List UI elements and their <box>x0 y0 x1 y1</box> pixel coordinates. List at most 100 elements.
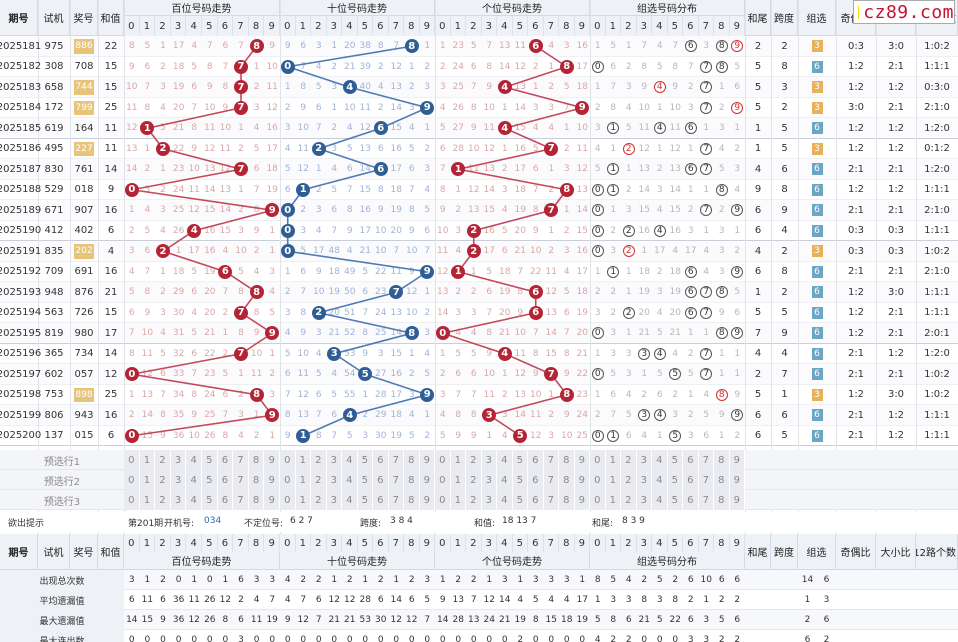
preselect-digit[interactable]: 3 <box>326 470 342 490</box>
preselect-digit[interactable]: 5 <box>202 470 218 490</box>
preselect-digit[interactable]: 7 <box>543 470 559 490</box>
preselect-digit[interactable]: 9 <box>264 490 280 510</box>
preselect-digit[interactable]: 3 <box>326 450 342 470</box>
preselect-digit[interactable]: 6 <box>528 470 544 490</box>
preselect-digit[interactable]: 9 <box>729 450 745 470</box>
preselect-digit[interactable]: 3 <box>170 450 187 470</box>
preselect-digit[interactable]: 5 <box>357 470 373 490</box>
preselect-digit[interactable]: 1 <box>450 470 466 490</box>
preselect-digit[interactable]: 0 <box>280 470 296 490</box>
preselect-digit[interactable]: 1 <box>450 490 466 510</box>
preselect-digit[interactable]: 9 <box>574 490 590 510</box>
preselect-digit[interactable]: 5 <box>512 470 528 490</box>
preselect-digit[interactable]: 8 <box>559 450 575 470</box>
preselect-digit[interactable]: 4 <box>652 470 668 490</box>
preselect-digit[interactable]: 0 <box>435 470 451 490</box>
preselect-digit[interactable]: 8 <box>248 450 265 470</box>
preselect-digit[interactable]: 7 <box>233 450 249 470</box>
preselect-digit[interactable]: 2 <box>621 450 637 470</box>
preselect-digit[interactable]: 1 <box>139 490 156 510</box>
preselect-digit[interactable]: 5 <box>202 450 218 470</box>
preselect-digit[interactable]: 2 <box>311 490 327 510</box>
preselect-digit[interactable]: 4 <box>497 490 513 510</box>
preselect-digit[interactable]: 4 <box>186 490 202 510</box>
preselect-digit[interactable]: 5 <box>667 450 683 470</box>
preselect-digit[interactable]: 1 <box>450 450 466 470</box>
preselect-digit[interactable]: 6 <box>217 450 234 470</box>
preselect-digit[interactable]: 8 <box>714 490 730 510</box>
preselect-digit[interactable]: 6 <box>528 450 544 470</box>
preselect-digit[interactable]: 0 <box>435 490 451 510</box>
preselect-digit[interactable]: 5 <box>512 450 528 470</box>
preselect-digit[interactable]: 3 <box>481 450 497 470</box>
preselect-digit[interactable]: 0 <box>124 450 140 470</box>
preselect-digit[interactable]: 8 <box>559 470 575 490</box>
preselect-digit[interactable]: 1 <box>139 450 156 470</box>
site-logo[interactable]: cz89.com <box>853 0 955 24</box>
preselect-digit[interactable]: 7 <box>233 490 249 510</box>
preselect-digit[interactable]: 0 <box>435 450 451 470</box>
preselect-digit[interactable]: 2 <box>466 450 482 470</box>
preselect-digit[interactable]: 0 <box>124 490 140 510</box>
preselect-digit[interactable]: 6 <box>683 470 699 490</box>
preselect-digit[interactable]: 6 <box>373 490 389 510</box>
preselect-digit[interactable]: 9 <box>574 470 590 490</box>
preselect-digit[interactable]: 8 <box>404 470 420 490</box>
preselect-digit[interactable]: 2 <box>155 470 171 490</box>
preselect-digit[interactable]: 2 <box>466 490 482 510</box>
preselect-digit[interactable]: 0 <box>124 470 140 490</box>
preselect-digit[interactable]: 9 <box>574 450 590 470</box>
preselect-digit[interactable]: 6 <box>217 470 234 490</box>
preselect-digit[interactable]: 2 <box>311 450 327 470</box>
preselect-digit[interactable]: 4 <box>342 490 358 510</box>
preselect-digit[interactable]: 4 <box>342 470 358 490</box>
preselect-digit[interactable]: 1 <box>605 450 621 470</box>
preselect-digit[interactable]: 8 <box>714 450 730 470</box>
preselect-digit[interactable]: 5 <box>667 470 683 490</box>
preselect-digit[interactable]: 7 <box>233 470 249 490</box>
preselect-digit[interactable]: 6 <box>683 450 699 470</box>
preselect-digit[interactable]: 5 <box>357 450 373 470</box>
preselect-digit[interactable]: 3 <box>636 490 652 510</box>
preselect-digit[interactable]: 8 <box>559 490 575 510</box>
preselect-digit[interactable]: 9 <box>419 470 435 490</box>
preselect-digit[interactable]: 9 <box>419 450 435 470</box>
preselect-digit[interactable]: 7 <box>388 470 404 490</box>
preselect-digit[interactable]: 0 <box>590 450 606 470</box>
preselect-digit[interactable]: 7 <box>698 470 714 490</box>
preselect-digit[interactable]: 6 <box>683 490 699 510</box>
preselect-digit[interactable]: 5 <box>357 490 373 510</box>
preselect-digit[interactable]: 6 <box>373 470 389 490</box>
preselect-digit[interactable]: 8 <box>248 470 265 490</box>
preselect-digit[interactable]: 2 <box>621 490 637 510</box>
preselect-digit[interactable]: 9 <box>729 490 745 510</box>
preselect-digit[interactable]: 8 <box>404 490 420 510</box>
preselect-digit[interactable]: 5 <box>512 490 528 510</box>
preselect-digit[interactable]: 2 <box>155 450 171 470</box>
preselect-digit[interactable]: 9 <box>264 450 280 470</box>
preselect-digit[interactable]: 0 <box>590 490 606 510</box>
preselect-digit[interactable]: 9 <box>729 470 745 490</box>
preselect-digit[interactable]: 9 <box>419 490 435 510</box>
preselect-digit[interactable]: 3 <box>170 470 187 490</box>
preselect-digit[interactable]: 1 <box>295 470 311 490</box>
preselect-digit[interactable]: 4 <box>497 470 513 490</box>
preselect-digit[interactable]: 2 <box>621 470 637 490</box>
preselect-digit[interactable]: 5 <box>667 490 683 510</box>
preselect-digit[interactable]: 6 <box>217 490 234 510</box>
preselect-digit[interactable]: 7 <box>543 450 559 470</box>
preselect-digit[interactable]: 4 <box>186 470 202 490</box>
preselect-digit[interactable]: 9 <box>264 470 280 490</box>
preselect-digit[interactable]: 2 <box>466 470 482 490</box>
preselect-digit[interactable]: 3 <box>636 470 652 490</box>
preselect-digit[interactable]: 3 <box>481 470 497 490</box>
preselect-digit[interactable]: 2 <box>155 490 171 510</box>
preselect-digit[interactable]: 4 <box>652 490 668 510</box>
preselect-digit[interactable]: 2 <box>311 470 327 490</box>
preselect-digit[interactable]: 1 <box>605 470 621 490</box>
preselect-digit[interactable]: 1 <box>139 470 156 490</box>
preselect-digit[interactable]: 0 <box>280 450 296 470</box>
preselect-digit[interactable]: 1 <box>295 490 311 510</box>
preselect-digit[interactable]: 8 <box>404 450 420 470</box>
preselect-digit[interactable]: 1 <box>295 450 311 470</box>
